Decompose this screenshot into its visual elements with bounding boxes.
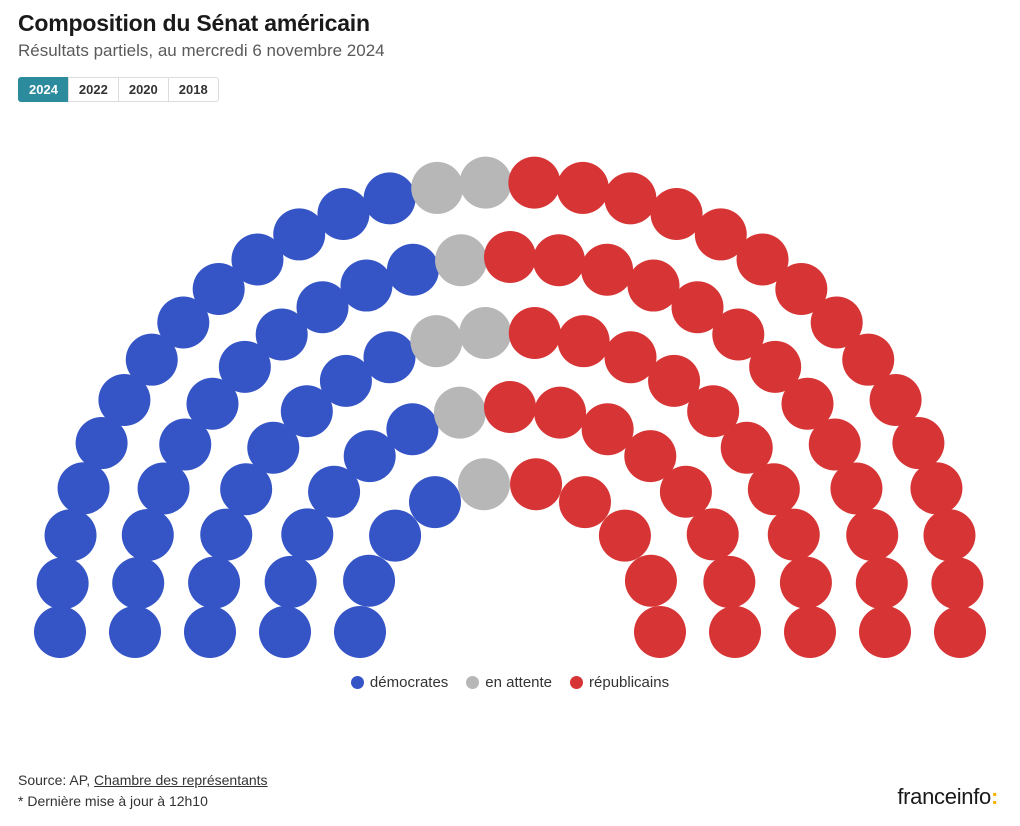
seat-dot	[184, 606, 236, 658]
brand-logo: franceinfo:	[897, 784, 998, 810]
seat-dot	[784, 606, 836, 658]
legend-item-pend: en attente	[466, 674, 552, 691]
chart-subtitle: Résultats partiels, au mercredi 6 novemb…	[18, 41, 1002, 61]
seat-dot	[458, 458, 510, 510]
seat-dot	[34, 606, 86, 658]
seat-dot	[651, 188, 703, 240]
seat-dot	[604, 172, 656, 224]
seat-dot	[411, 162, 463, 214]
seat-dot	[534, 387, 586, 439]
seat-dot	[188, 557, 240, 609]
seat-dot	[409, 476, 461, 528]
seat-dot	[459, 307, 511, 359]
seat-dot	[122, 509, 174, 561]
seat-dot	[709, 606, 761, 658]
seat-dot	[748, 463, 800, 515]
seat-dot	[387, 244, 439, 296]
brand-accent: :	[991, 784, 998, 809]
seat-dot	[809, 419, 861, 471]
seat-dot	[410, 315, 462, 367]
seat-dot	[340, 260, 392, 312]
seat-dot	[509, 307, 561, 359]
legend: démocrates en attente républicains	[18, 674, 1002, 691]
seat-dot	[434, 387, 486, 439]
seat-dot	[581, 244, 633, 296]
legend-item-dem: démocrates	[351, 674, 448, 691]
seat-dot	[934, 606, 986, 658]
seat-dot	[363, 331, 415, 383]
tab-2018[interactable]: 2018	[168, 77, 219, 102]
seat-dot	[687, 508, 739, 560]
seat-dot	[364, 172, 416, 224]
seat-dot	[484, 381, 536, 433]
tab-2024[interactable]: 2024	[18, 77, 69, 102]
seat-dot	[892, 417, 944, 469]
legend-dot-rep	[570, 676, 583, 689]
seat-dot	[369, 510, 421, 562]
seat-dot	[830, 462, 882, 514]
seat-dot	[856, 557, 908, 609]
source-note: * Dernière mise à jour à 12h10	[18, 791, 268, 812]
tab-2022[interactable]: 2022	[68, 77, 119, 102]
seat-dot	[37, 557, 89, 609]
source-footer: Source: AP, Chambre des représentants * …	[18, 770, 268, 812]
legend-label-pend: en attente	[485, 674, 552, 691]
seat-dot	[508, 157, 560, 209]
seat-dot	[200, 509, 252, 561]
seat-dot	[484, 231, 536, 283]
seat-dot	[386, 403, 438, 455]
legend-dot-pend	[466, 676, 479, 689]
brand-name: franceinfo	[897, 784, 991, 809]
seat-dot	[634, 606, 686, 658]
seat-dot	[599, 510, 651, 562]
seat-dot	[273, 208, 325, 260]
seat-dot	[334, 606, 386, 658]
seat-dot	[45, 509, 97, 561]
seat-dot	[859, 606, 911, 658]
legend-label-rep: républicains	[589, 674, 669, 691]
seat-dot	[703, 556, 755, 608]
seat-dot	[460, 157, 512, 209]
seat-dot	[557, 162, 609, 214]
seat-dot	[112, 557, 164, 609]
source-prefix: Source: AP,	[18, 772, 94, 788]
legend-dot-dem	[351, 676, 364, 689]
seat-dot	[138, 462, 190, 514]
seat-dot	[923, 509, 975, 561]
seat-dot	[931, 557, 983, 609]
chart-title: Composition du Sénat américain	[18, 10, 1002, 37]
seat-dot	[343, 555, 395, 607]
seat-dot	[780, 557, 832, 609]
tab-2020[interactable]: 2020	[118, 77, 169, 102]
seat-dot	[265, 556, 317, 608]
seat-dot	[559, 476, 611, 528]
legend-item-rep: républicains	[570, 674, 669, 691]
seat-dot	[625, 555, 677, 607]
seat-dot	[259, 606, 311, 658]
legend-label-dem: démocrates	[370, 674, 448, 691]
source-link[interactable]: Chambre des représentants	[94, 772, 268, 788]
seat-dot	[317, 188, 369, 240]
seat-dot	[510, 458, 562, 510]
seat-dot	[628, 260, 680, 312]
year-tabs: 2024202220202018	[18, 77, 1002, 102]
seat-dot	[846, 509, 898, 561]
seat-dot	[109, 606, 161, 658]
seat-dot	[768, 509, 820, 561]
hemicycle-chart	[18, 112, 1002, 672]
seat-dot	[58, 462, 110, 514]
seat-dot	[533, 234, 585, 286]
seat-dot	[910, 462, 962, 514]
seat-dot	[297, 281, 349, 333]
seat-dot	[435, 234, 487, 286]
seat-dot	[558, 315, 610, 367]
